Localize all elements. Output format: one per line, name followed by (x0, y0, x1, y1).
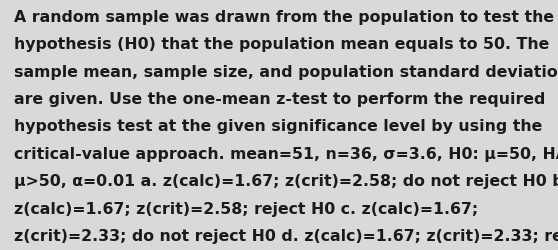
Text: z(crit)=2.33; do not reject H0 d. z(calc)=1.67; z(crit)=2.33; reject: z(crit)=2.33; do not reject H0 d. z(calc… (14, 228, 558, 243)
Text: z(calc)=1.67; z(crit)=2.58; reject H0 c. z(calc)=1.67;: z(calc)=1.67; z(crit)=2.58; reject H0 c.… (14, 201, 478, 216)
Text: are given. Use the one-mean z-test to perform the required: are given. Use the one-mean z-test to pe… (14, 92, 545, 107)
Text: sample mean, sample size, and population standard deviation: sample mean, sample size, and population… (14, 64, 558, 80)
Text: hypothesis test at the given significance level by using the: hypothesis test at the given significanc… (14, 119, 542, 134)
Text: A random sample was drawn from the population to test the null: A random sample was drawn from the popul… (14, 10, 558, 25)
Text: critical-value approach. mean=51, n=36, σ=3.6, H0: μ=50, HA:: critical-value approach. mean=51, n=36, … (14, 146, 558, 161)
Text: μ>50, α=0.01 a. z(calc)=1.67; z(crit)=2.58; do not reject H0 b.: μ>50, α=0.01 a. z(calc)=1.67; z(crit)=2.… (14, 174, 558, 188)
Text: hypothesis (H0) that the population mean equals to 50. The: hypothesis (H0) that the population mean… (14, 37, 549, 52)
